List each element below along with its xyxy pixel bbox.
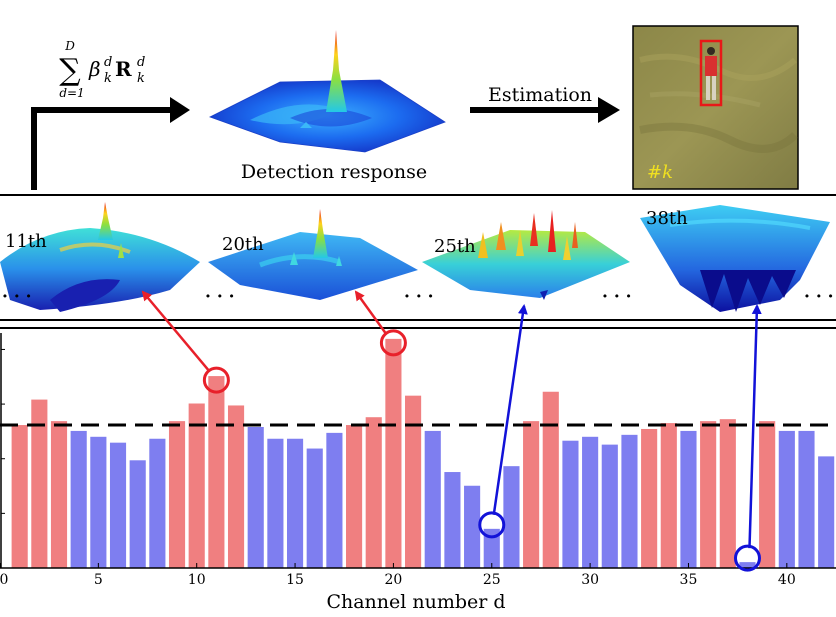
bar-channel-36 (700, 421, 717, 568)
formula-R: R (115, 57, 132, 81)
bar-channel-7 (129, 460, 146, 568)
bar-channel-11 (208, 376, 225, 568)
surface-20th (208, 209, 418, 300)
elbow-arrow-head (170, 97, 190, 123)
formula-sum-lower: d=1 (59, 86, 84, 100)
bar-channel-18 (346, 425, 363, 568)
bar-channel-6 (109, 442, 127, 568)
x-tick-label-35: 35 (680, 572, 698, 588)
surface-38th-label: 38th (646, 208, 688, 229)
bar-channel-16 (306, 448, 323, 568)
bar-channel-10 (188, 403, 205, 568)
surface-20th-label: 20th (222, 234, 264, 255)
bar-channel-24 (464, 485, 481, 568)
detection-response-label: Detection response (241, 161, 427, 183)
x-tick-label-40: 40 (778, 572, 796, 588)
bar-channel-26 (503, 466, 520, 568)
bar-channel-28 (542, 391, 559, 568)
bar-channel-33 (641, 428, 658, 568)
bar-channel-5 (90, 436, 107, 568)
formula-beta: β (88, 57, 101, 81)
bar-channel-30 (582, 436, 599, 568)
bar-channel-41 (798, 430, 815, 568)
bar-channel-13 (247, 427, 264, 568)
highlight-circle-channel-20 (379, 329, 407, 357)
surface-11th (0, 202, 200, 312)
bar-channel-19 (365, 417, 382, 568)
weighted-sum-formula: D ∑ d=1 β d k R d k (59, 39, 145, 100)
bar-channel-34 (660, 423, 677, 568)
channel-weight-bar-chart: 0 5 10 15 20 25 30 35 40 (0, 290, 836, 588)
bar-channel-22 (424, 430, 441, 568)
ellipsis-3: · · · (404, 287, 434, 307)
formula-R-sup: d (137, 55, 145, 70)
highlight-circle-channel-11 (202, 366, 230, 394)
bar-channel-12 (227, 405, 245, 568)
bar-channel-40 (778, 430, 795, 568)
ellipsis-4: · · · (602, 287, 632, 307)
bar-channel-3 (50, 421, 68, 568)
detection-response-surface (208, 30, 446, 153)
chart-xlabel: Channel number d (326, 591, 505, 613)
bar-channel-29 (562, 440, 579, 568)
formula-R-sub: k (137, 71, 145, 86)
bar-channel-27 (523, 421, 540, 568)
bar-channel-15 (286, 438, 304, 568)
bar-channel-32 (621, 434, 638, 568)
ellipsis-5: · · · (804, 287, 834, 307)
ellipsis-2: · · · (205, 287, 235, 307)
x-tick-label-15: 15 (286, 572, 304, 588)
x-tick-label-30: 30 (581, 572, 599, 588)
elbow-arrow (31, 107, 178, 190)
bar-channel-39 (759, 421, 776, 568)
bar-channel-8 (149, 438, 166, 568)
bar-channel-4 (70, 430, 87, 568)
bar-channel-2 (31, 399, 48, 568)
x-tick-label-0: 0 (0, 572, 8, 588)
bar-channel-37 (719, 419, 736, 568)
bar-channel-9 (168, 421, 186, 568)
middle-section: 11th 20th 25th 38th (0, 194, 836, 329)
bar-channel-25 (483, 528, 500, 568)
connector-arrow-channel-20 (354, 290, 387, 334)
x-tick-label-5: 5 (94, 572, 103, 588)
connector-arrow-channel-38 (748, 304, 762, 549)
bar-channel-1 (11, 425, 28, 568)
bar-channel-17 (326, 432, 343, 568)
connector-arrow-channel-11 (141, 290, 210, 371)
surface-11th-label: 11th (5, 231, 47, 252)
estimation-label: Estimation (488, 84, 592, 106)
formula-sum-upper: D (64, 39, 75, 53)
bar-channel-35 (680, 430, 697, 568)
estimation-arrow-head (598, 97, 620, 123)
highlight-circle-channel-25 (478, 511, 506, 539)
bar-channel-23 (444, 472, 461, 568)
bar-channel-14 (267, 438, 284, 568)
frame-image: #k (632, 25, 799, 190)
x-tick-label-20: 20 (384, 572, 402, 588)
bar-channel-31 (601, 444, 618, 568)
person-figure (705, 47, 717, 100)
top-section: D ∑ d=1 β d k R d k Detection response E… (31, 25, 799, 190)
x-tick-label-10: 10 (188, 572, 206, 588)
x-tick-label-25: 25 (483, 572, 501, 588)
bar-channel-38 (739, 562, 756, 568)
connector-arrow-channel-25 (492, 304, 528, 516)
surface-25th-label: 25th (434, 236, 476, 257)
surface-38th (640, 205, 830, 312)
frame-label: #k (647, 162, 673, 183)
formula-sigma: ∑ (59, 53, 81, 88)
surface-25th (422, 210, 630, 300)
highlight-circle-channel-38 (733, 544, 761, 572)
tracking-box (699, 39, 723, 107)
bar-channel-21 (405, 395, 422, 568)
formula-beta-sup: d (104, 55, 112, 70)
formula-beta-sub: k (104, 71, 112, 86)
bar-channel-20 (385, 338, 402, 568)
bar-channel-42 (818, 456, 835, 568)
ellipsis-1: · · · (2, 287, 32, 307)
